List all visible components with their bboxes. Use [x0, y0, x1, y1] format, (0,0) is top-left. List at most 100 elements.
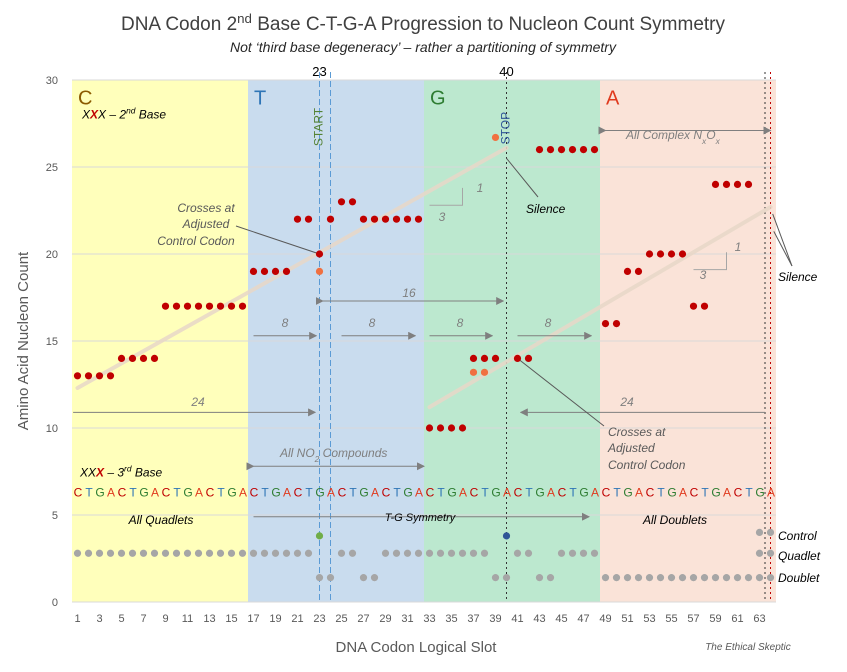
point: [469, 549, 478, 557]
point: [656, 250, 665, 258]
slope-triangle-2: [693, 252, 727, 271]
point: [469, 368, 478, 376]
point: [579, 549, 588, 557]
point: [634, 267, 643, 275]
point: [722, 574, 731, 582]
point: [238, 302, 247, 310]
reference-lines: 23 40: [312, 64, 771, 602]
point: [161, 549, 170, 557]
codon-letter: C: [470, 485, 479, 499]
point: [315, 574, 324, 582]
point: [260, 267, 269, 275]
point: [733, 574, 742, 582]
point: [689, 574, 698, 582]
codon-letter: A: [371, 485, 379, 499]
x-tick-label: 13: [203, 613, 215, 625]
crosses-label-b3: Control Codon: [608, 458, 686, 472]
codon-letter: C: [338, 485, 347, 499]
codon-letter: A: [503, 485, 511, 499]
span-8a: 8: [282, 316, 289, 330]
point: [689, 302, 698, 310]
x-tick-label: 47: [577, 613, 589, 625]
point: [458, 424, 467, 432]
point: [546, 574, 555, 582]
codon-letter: T: [437, 485, 445, 499]
point: [304, 215, 313, 223]
point: [139, 549, 148, 557]
point: [370, 215, 379, 223]
point: [282, 549, 291, 557]
point: [524, 354, 533, 362]
x-tick-label: 23: [313, 613, 325, 625]
point: [381, 549, 390, 557]
codon-letter: T: [305, 485, 313, 499]
point: [711, 180, 720, 188]
all-quadlets-label: All Quadlets: [128, 513, 194, 527]
y-tick-label: 25: [46, 162, 58, 174]
codon-letter: A: [239, 485, 247, 499]
codon-letter: C: [382, 485, 391, 499]
codon-letter: C: [250, 485, 259, 499]
y-axis-title: Amino Acid Nucleon Count: [15, 251, 32, 430]
point: [766, 574, 775, 582]
quadlet-label: Quadlet: [778, 549, 821, 563]
all-doublets-label: All Doublets: [642, 513, 707, 527]
point: [436, 424, 445, 432]
span-8b: 8: [369, 316, 376, 330]
x-axis-title: DNA Codon Logical Slot: [336, 639, 498, 656]
codon-letter: A: [459, 485, 467, 499]
point: [623, 574, 632, 582]
codon-letter: G: [579, 485, 588, 499]
crosses-label-b1: Crosses at: [608, 425, 666, 439]
point: [227, 549, 236, 557]
point: [480, 549, 489, 557]
point: [469, 354, 478, 362]
point: [172, 549, 181, 557]
codon-letter: A: [679, 485, 687, 499]
region-letter-G: G: [430, 87, 446, 109]
point: [161, 302, 170, 310]
x-tick-label: 19: [269, 613, 281, 625]
slope-triangle-1: [429, 187, 463, 206]
point: [491, 354, 500, 362]
codon-letter: A: [107, 485, 115, 499]
codon-letter: G: [667, 485, 676, 499]
y-grid: [72, 79, 776, 603]
x-tick-label: 7: [140, 613, 146, 625]
region-letter-A: A: [606, 87, 620, 109]
y-tick-label: 5: [52, 510, 58, 522]
point: [447, 424, 456, 432]
tri2-run: 3: [700, 268, 707, 282]
tri2-rise: 1: [735, 240, 742, 254]
codon-letter: G: [447, 485, 456, 499]
codon-letter: A: [635, 485, 643, 499]
point: [326, 574, 335, 582]
codon-letter: A: [723, 485, 731, 499]
x-tick-label: 17: [247, 613, 259, 625]
y-tick-label: 20: [46, 249, 58, 261]
point: [216, 302, 225, 310]
point: [678, 250, 687, 258]
watermark: The Ethical Skeptic: [705, 642, 791, 653]
point: [535, 146, 544, 154]
codon-letter: T: [217, 485, 225, 499]
callout-silence-1: [506, 157, 539, 198]
trend-line: [75, 145, 509, 390]
codon-letter: A: [283, 485, 291, 499]
callout-silence-2b: [773, 231, 793, 267]
point: [348, 549, 357, 557]
codon-letter: G: [183, 485, 192, 499]
point: [128, 549, 137, 557]
vline-label: 40: [499, 64, 513, 79]
x-tick-label: 55: [665, 613, 677, 625]
point: [227, 302, 236, 310]
point: [128, 354, 137, 362]
codon-letter: C: [690, 485, 699, 499]
point: [480, 354, 489, 362]
codon-letter: C: [118, 485, 127, 499]
point: [172, 302, 181, 310]
callout-crosses-b: [517, 358, 605, 427]
start-label: START: [312, 107, 326, 146]
codon-letter: G: [95, 485, 104, 499]
x-tick-label: 53: [643, 613, 655, 625]
